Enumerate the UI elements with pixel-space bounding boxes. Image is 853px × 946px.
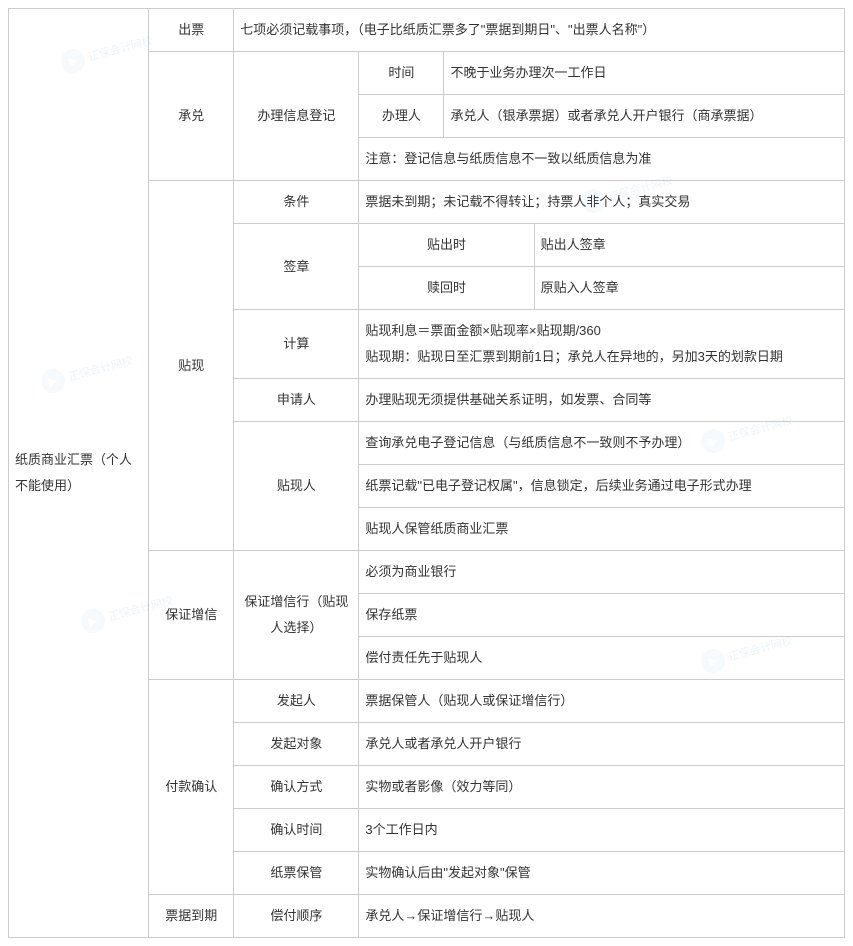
root-label: 纸质商业汇票（个人不能使用） — [9, 9, 149, 938]
tiaojian-label: 条件 — [234, 181, 359, 224]
table-row: 纸质商业汇票（个人不能使用） 出票 七项必须记载事项，（电子比纸质汇票多了"票据… — [9, 9, 845, 52]
daoqi-sub: 偿付顺序 — [234, 895, 359, 938]
tiechu-val: 贴出人签章 — [534, 224, 844, 267]
baoguan-label: 纸票保管 — [234, 852, 359, 895]
shenqing-val: 办理贴现无须提供基础关系证明，如发票、合同等 — [359, 379, 845, 422]
shenqing-label: 申请人 — [234, 379, 359, 422]
chengdui-time-val: 不晚于业务办理次一工作日 — [444, 52, 845, 95]
tiaojian-val: 票据未到期；未记载不得转让；持票人非个人；真实交易 — [359, 181, 845, 224]
tiexianren-v1: 查询承兑电子登记信息（与纸质信息不一致则不予办理） — [359, 422, 845, 465]
jisuan-label: 计算 — [234, 310, 359, 379]
main-table: 纸质商业汇票（个人不能使用） 出票 七项必须记载事项，（电子比纸质汇票多了"票据… — [8, 8, 845, 938]
chengdui-note: 注意：登记信息与纸质信息不一致以纸质信息为准 — [359, 138, 845, 181]
chengdui-person-label: 办理人 — [359, 95, 444, 138]
qianzhang-label: 签章 — [234, 224, 359, 310]
baozheng-label: 保证增信 — [149, 551, 234, 680]
fukuan-time-val: 3个工作日内 — [359, 809, 845, 852]
chengdui-person-val: 承兑人（银承票据）或者承兑人开户银行（商承票据） — [444, 95, 845, 138]
baozheng-v2: 保存纸票 — [359, 594, 845, 637]
tiexianren-label: 贴现人 — [234, 422, 359, 551]
faqiren-val: 票据保管人（贴现人或保证增信行） — [359, 680, 845, 723]
shuhui-val: 原贴入人签章 — [534, 267, 844, 310]
daoqi-val: 承兑人→保证增信行→贴现人 — [359, 895, 845, 938]
faqiren-label: 发起人 — [234, 680, 359, 723]
faqidx-label: 发起对象 — [234, 723, 359, 766]
tiexianren-v3: 贴现人保管纸质商业汇票 — [359, 508, 845, 551]
tiexianren-v2: 纸票记载"已电子登记权属"，信息锁定，后续业务通过电子形式办理 — [359, 465, 845, 508]
baozheng-sub: 保证增信行（贴现人选择） — [234, 551, 359, 680]
fukuan-time-label: 确认时间 — [234, 809, 359, 852]
chengdui-sub: 办理信息登记 — [234, 52, 359, 181]
queren-label: 确认方式 — [234, 766, 359, 809]
queren-val: 实物或者影像（效力等同） — [359, 766, 845, 809]
baozheng-v3: 偿付责任先于贴现人 — [359, 637, 845, 680]
daoqi-label: 票据到期 — [149, 895, 234, 938]
tiechu-label: 贴出时 — [359, 224, 534, 267]
fukuan-label: 付款确认 — [149, 680, 234, 895]
tiexian-label: 贴现 — [149, 181, 234, 551]
baoguan-val: 实物确认后由"发起对象"保管 — [359, 852, 845, 895]
jisuan-val: 贴现利息＝票面金额×贴现率×贴现期/360 贴现期：贴现日至汇票到期前1日；承兑… — [359, 310, 845, 379]
shuhui-label: 赎回时 — [359, 267, 534, 310]
chupiao-label: 出票 — [149, 9, 234, 52]
faqidx-val: 承兑人或者承兑人开户银行 — [359, 723, 845, 766]
chengdui-time-label: 时间 — [359, 52, 444, 95]
chengdui-label: 承兑 — [149, 52, 234, 181]
baozheng-v1: 必须为商业银行 — [359, 551, 845, 594]
chupiao-content: 七项必须记载事项，（电子比纸质汇票多了"票据到期日"、"出票人名称"） — [234, 9, 845, 52]
